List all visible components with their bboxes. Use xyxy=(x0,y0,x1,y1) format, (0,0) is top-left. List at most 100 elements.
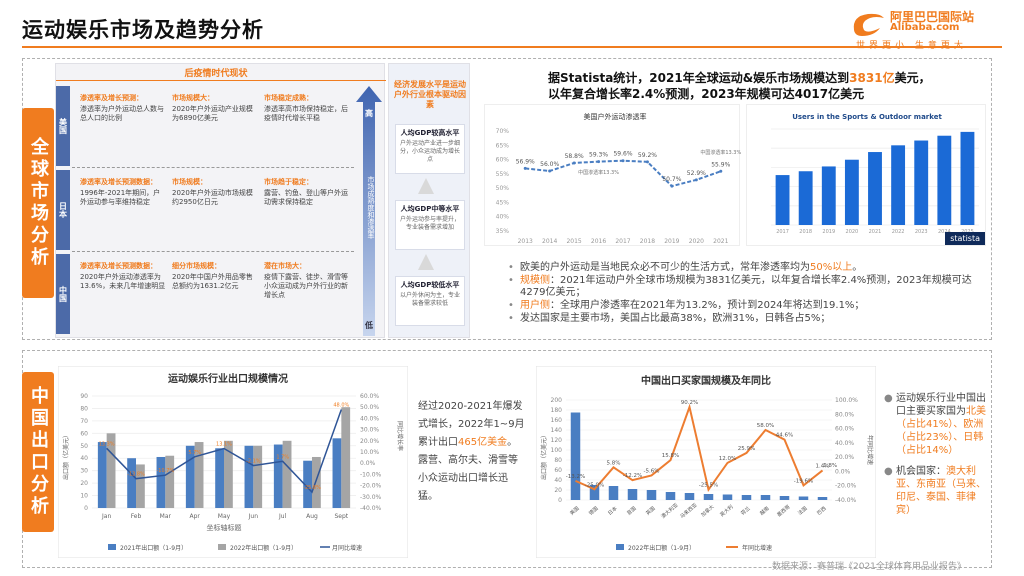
legend-swatch xyxy=(108,544,116,550)
status-cell-head: 市场稳定成熟： xyxy=(264,94,313,102)
status-cell-head: 渗透率及增长预测数据： xyxy=(80,178,157,186)
export-bar xyxy=(185,445,195,508)
row-divider xyxy=(72,167,354,168)
legend-entry: 2022年出口额（1-9月） xyxy=(230,544,297,552)
y-axis-label: 出口额（亿美元） xyxy=(540,432,548,480)
xtick-label: 2017 xyxy=(776,229,789,235)
penetration-point xyxy=(645,160,649,164)
buyer-bar xyxy=(817,497,828,500)
export-bar xyxy=(215,448,224,508)
bullet-dot-icon: • xyxy=(508,262,514,273)
data-label: 50.7% xyxy=(662,176,681,183)
status-cell: 市场规模： 2020年户外运动市场规模约2950亿日元 xyxy=(172,178,258,248)
penetration-point xyxy=(572,161,576,165)
export-bar xyxy=(97,442,107,508)
xtick-label: Jun xyxy=(248,513,259,520)
penetration-point xyxy=(670,184,674,188)
y2tick-label: 30.0% xyxy=(360,427,379,434)
ytick-label: 160 xyxy=(551,417,563,424)
bullet-text: 。 xyxy=(852,262,863,273)
status-cell-head: 细分市场规模： xyxy=(172,262,221,270)
penetration-point xyxy=(548,169,552,173)
buyer-bar xyxy=(722,494,733,500)
title-divider xyxy=(22,46,1002,48)
xtick-label: May xyxy=(218,513,231,520)
bullet-item: • 发达国家是主要市场，美国占比最高38%，欧洲31%，日韩各占5%； xyxy=(508,313,988,325)
data-label: -25.5% xyxy=(699,483,718,489)
data-label: 25.9% xyxy=(738,446,755,452)
xtick-label: 2018 xyxy=(640,238,655,245)
export-bullets: ● 运动娱乐行业中国出口主要买家国为北美（占比41%）、欧洲（占比23%）、日韩（… xyxy=(884,392,988,525)
export-bar xyxy=(127,458,136,508)
driver-head: 人均GDP较高水平 xyxy=(400,129,460,137)
ytick-label: 65% xyxy=(496,142,510,149)
data-label: 58.0% xyxy=(757,423,774,429)
data-label: -12.2% xyxy=(623,473,642,479)
xtick-label: 2024 xyxy=(938,229,951,235)
export-bar xyxy=(282,440,292,508)
y2tick-label: 40.0% xyxy=(835,440,854,447)
bullet-item: • 欧美的户外运动是当地民众必不可少的生活方式，常年渗透率均为50%以上。 xyxy=(508,262,988,274)
data-label: 15.8% xyxy=(662,453,679,459)
panel-title: 后疫情时代现状 xyxy=(184,69,248,79)
y2tick-label: 40.0% xyxy=(360,415,379,422)
export-bullet-item: ● 运动娱乐行业中国出口主要买家国为北美（占比41%）、欧洲（占比23%）、日韩（… xyxy=(884,392,988,457)
xtick-label: 荷兰 xyxy=(739,505,751,517)
buyer-bar xyxy=(589,485,600,500)
status-cell-head: 市场规模大： xyxy=(172,94,214,102)
ytick-label: 90 xyxy=(80,393,88,400)
xtick-label: Feb xyxy=(131,513,142,520)
export-label: 中国出口分析 xyxy=(22,372,54,532)
up-arrow-icon xyxy=(418,178,434,194)
ytick-label: 40% xyxy=(496,214,510,221)
ytick-label: 50% xyxy=(496,185,510,192)
ytick-label: 180 xyxy=(551,407,563,414)
export-note-value: 465亿美金 xyxy=(458,437,508,448)
y2-axis-label: 年同比增速 xyxy=(866,435,874,465)
users-chart-svg: Users in the Sports & Outdoor market 2017… xyxy=(771,113,979,235)
status-cell: 渗透率及增长预测数据： 2020年户外运动渗透率为13.6%，未来几年增速明显 xyxy=(80,262,166,332)
users-bar xyxy=(775,175,790,225)
ytick-label: 70 xyxy=(80,418,88,425)
data-label: 5.8% xyxy=(607,460,621,466)
ytick-label: 80 xyxy=(554,457,562,464)
status-cell-head: 潜在市场大： xyxy=(264,262,306,270)
ytick-label: 35% xyxy=(496,228,510,235)
xtick-label: 2016 xyxy=(591,238,606,245)
ytick-label: 120 xyxy=(551,437,563,444)
export-bullet-text: 澳大利亚、东南亚（马来、印尼、泰国、菲律宾） xyxy=(896,466,986,516)
users-bar xyxy=(891,145,906,225)
buyer-chart: 中国出口买家国规模及年同比 200 180 160 140 120 100 80 60 40 20 0… xyxy=(535,365,877,559)
xtick-label: 2015 xyxy=(566,238,581,245)
ytick-label: 30 xyxy=(80,468,88,475)
ytick-label: 70% xyxy=(496,128,510,135)
bullet-text: 欧美的户外运动是当地民众必不可少的生活方式，常年渗透率均为 xyxy=(520,262,810,273)
status-cell-head: 渗透率及增长预测数据： xyxy=(80,262,157,270)
driver-card: 人均GDP较低水平 以户外休闲为主，专业装备需求较低 xyxy=(395,276,465,326)
export-bar xyxy=(332,438,342,508)
growth-line xyxy=(575,403,824,493)
chart-title: 中国出口买家国规模及年同比 xyxy=(641,374,771,387)
status-cell: 细分市场规模： 2020年中国户外用品零售总额约为1631.2亿元 xyxy=(172,262,258,332)
buyer-bar xyxy=(627,489,638,500)
data-label: 59.6% xyxy=(613,151,632,158)
export-bar xyxy=(106,433,116,508)
country-row: 美国 渗透率及增长预测： 渗透率为户外运动总人数与总人口的比例 市场规模大： 2020年… xyxy=(56,86,354,168)
xtick-label: 法国 xyxy=(796,505,808,517)
buyer-bar xyxy=(646,490,657,500)
chart-title: 运动娱乐行业出口规模情况 xyxy=(168,372,288,385)
bullet-dot-icon: • xyxy=(508,275,514,286)
ytick-label: 60% xyxy=(496,157,510,164)
y2tick-label: 0.0% xyxy=(360,460,376,467)
data-label: 1.7% xyxy=(276,454,289,460)
ytick-label: 20 xyxy=(80,480,88,487)
chart-frame xyxy=(535,365,877,559)
data-label: -10.7% xyxy=(156,468,174,474)
country-name: 美国 xyxy=(56,86,70,166)
export-bullet-text: 运动娱乐行业中国出口主要买家国为 xyxy=(896,393,986,417)
buyer-bar xyxy=(779,496,790,500)
panel-title-rule xyxy=(56,80,386,81)
xtick-label: 2019 xyxy=(664,238,679,245)
users-chart: Users in the Sports & Outdoor market 2017… xyxy=(746,104,986,246)
status-cell-body: 2020年户外运动产业规模为6890亿美元 xyxy=(172,105,253,122)
